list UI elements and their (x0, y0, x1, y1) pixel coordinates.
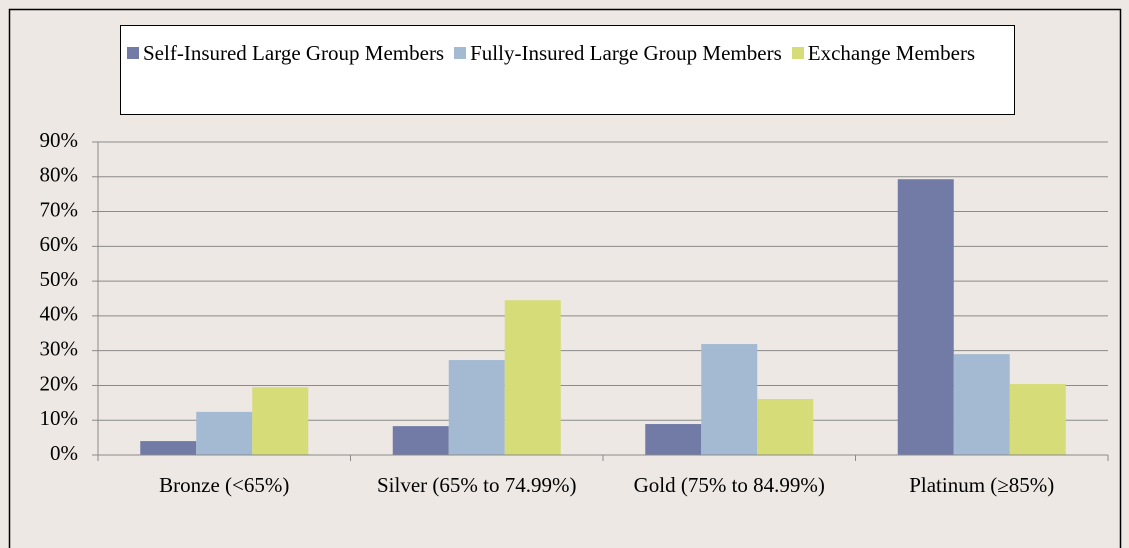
bar (953, 354, 1010, 455)
bar (140, 441, 197, 455)
legend-item: Fully-Insured Large Group Members (454, 34, 782, 72)
bar (448, 360, 505, 455)
chart-frame (8, 8, 1122, 548)
y-tick-label: 60% (40, 232, 79, 256)
x-tick-label: Silver (65% to 74.99%) (377, 473, 577, 497)
legend: Self-Insured Large Group Members Fully-In… (120, 25, 1015, 115)
x-tick-label: Gold (75% to 84.99%) (633, 473, 825, 497)
bar (196, 411, 253, 455)
x-tick-label: Bronze (<65%) (159, 473, 290, 497)
y-tick-label: 90% (40, 128, 79, 152)
y-tick-label: 10% (40, 406, 79, 430)
legend-label: Exchange Members (807, 40, 976, 65)
bar (701, 344, 758, 455)
bar (757, 399, 814, 455)
bar (645, 424, 702, 455)
bar (897, 179, 954, 455)
bar (392, 426, 449, 455)
legend-swatch (454, 47, 467, 59)
y-tick-label: 70% (40, 197, 79, 221)
y-tick-label: 50% (40, 267, 79, 291)
x-tick-label: Platinum (≥85%) (909, 473, 1055, 497)
bar (1009, 384, 1066, 455)
y-tick-label: 0% (50, 441, 78, 465)
legend-swatch (791, 47, 804, 59)
legend-label: Fully-Insured Large Group Members (470, 40, 782, 65)
bar (504, 300, 561, 455)
legend-item: Exchange Members (791, 34, 976, 72)
y-tick-label: 80% (40, 163, 79, 187)
legend-item: Self-Insured Large Group Members (127, 34, 444, 72)
bar (252, 387, 309, 455)
legend-swatch (127, 47, 139, 59)
legend-label: Self-Insured Large Group Members (143, 40, 445, 65)
y-tick-label: 30% (40, 336, 79, 360)
y-tick-label: 20% (40, 371, 79, 395)
y-tick-label: 40% (40, 302, 79, 326)
